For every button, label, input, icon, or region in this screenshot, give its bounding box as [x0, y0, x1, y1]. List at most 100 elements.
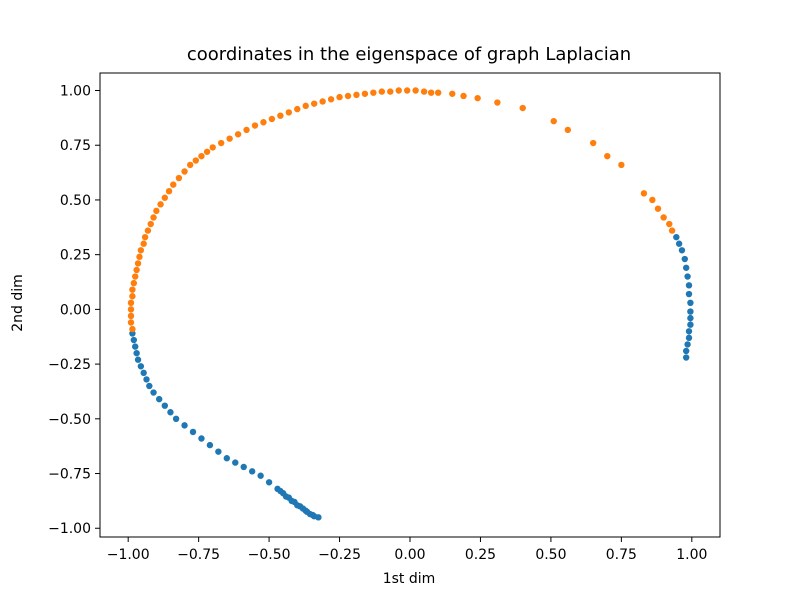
data-point [215, 448, 222, 455]
y-tick-label: −0.25 [48, 357, 91, 373]
data-point [143, 376, 150, 383]
data-point [134, 260, 142, 267]
x-axis-label: 1st dim [383, 571, 436, 587]
data-point [198, 152, 205, 160]
data-point [449, 90, 456, 97]
data-point [519, 104, 526, 112]
data-point [387, 88, 394, 95]
data-point [294, 502, 301, 509]
data-point [203, 148, 211, 155]
data-point [257, 472, 264, 479]
data-point [361, 90, 369, 97]
data-point [277, 487, 284, 495]
data-point [649, 196, 656, 204]
y-tick-label: −1.00 [48, 521, 91, 537]
y-tick-label: −0.50 [48, 412, 91, 428]
y-tick-label: 1.00 [60, 84, 91, 100]
data-point [427, 89, 435, 96]
data-point [251, 122, 259, 129]
data-point [666, 220, 673, 228]
data-point [673, 233, 680, 241]
data-point [161, 402, 169, 409]
data-point [564, 126, 572, 134]
data-point [181, 168, 188, 175]
data-point [130, 336, 138, 344]
data-point [682, 264, 690, 271]
data-point [127, 312, 135, 320]
data-point [232, 459, 239, 466]
data-point [137, 363, 145, 370]
data-point [132, 273, 139, 280]
data-point [189, 428, 197, 436]
data-point [303, 508, 311, 516]
data-point [660, 214, 667, 221]
data-point [234, 131, 242, 138]
data-point [127, 306, 135, 313]
data-point [132, 343, 139, 350]
data-point [285, 109, 293, 116]
data-point [129, 325, 136, 333]
x-tick-label: −0.25 [318, 547, 361, 563]
data-point [181, 422, 188, 429]
data-point [687, 299, 694, 307]
data-point [687, 321, 694, 328]
data-point [141, 233, 149, 241]
data-point [370, 89, 377, 96]
data-point [137, 247, 145, 254]
data-point [420, 88, 428, 95]
data-point [684, 273, 691, 280]
data-point [223, 455, 231, 462]
data-point [550, 117, 557, 125]
x-tick-label: −0.75 [177, 547, 220, 563]
data-point [209, 144, 216, 151]
data-point [682, 347, 690, 355]
y-tick-label: 0.25 [60, 248, 91, 264]
data-point [167, 409, 174, 416]
data-point [395, 87, 402, 94]
data-point [288, 497, 295, 505]
data-point [147, 220, 154, 228]
data-point [140, 240, 147, 247]
data-point [136, 253, 143, 261]
data-point [277, 112, 284, 119]
data-point [685, 290, 693, 298]
y-axis-label: 2nd dim [10, 274, 26, 332]
data-point [618, 161, 625, 169]
data-point [268, 115, 276, 123]
data-point [240, 463, 247, 471]
data-point [403, 87, 411, 94]
data-point [319, 98, 326, 105]
data-point [309, 511, 316, 519]
data-point [165, 187, 173, 195]
x-tick-label: 0.25 [465, 547, 496, 563]
data-point [170, 181, 177, 188]
data-point [133, 266, 140, 274]
data-point [127, 299, 135, 307]
data-point [294, 105, 301, 113]
data-point [265, 479, 273, 486]
data-point [129, 286, 136, 293]
data-point [192, 157, 200, 164]
axis-ticks: −1.00 −0.75 −0.50 −0.25 0.00 0.25 0.50 0.75 1.00… [48, 84, 707, 563]
data-point [685, 334, 693, 342]
data-point [172, 415, 180, 423]
data-point [150, 389, 157, 396]
data-point [378, 88, 386, 95]
data-point [654, 205, 662, 212]
data-point [604, 152, 611, 160]
data-points [127, 87, 694, 521]
x-tick-label: 1.00 [676, 547, 707, 563]
data-point [344, 92, 352, 100]
data-point [153, 207, 160, 215]
data-point [186, 161, 194, 169]
data-point [687, 314, 694, 322]
data-point [675, 240, 683, 247]
data-point [678, 247, 686, 254]
data-point [146, 382, 153, 390]
data-point [474, 94, 481, 102]
data-point [681, 255, 688, 263]
y-tick-label: 0.00 [60, 302, 91, 318]
data-point [640, 190, 648, 197]
data-point [315, 514, 322, 521]
